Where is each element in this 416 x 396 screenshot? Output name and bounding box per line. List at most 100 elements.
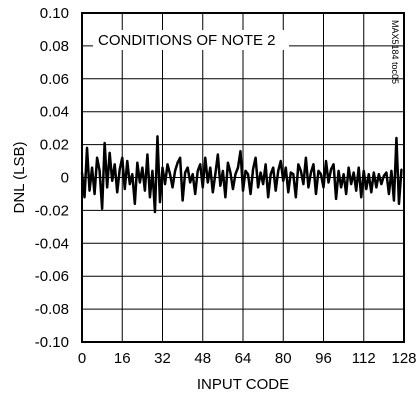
data-point (166, 163, 169, 166)
data-point (138, 181, 141, 184)
data-point (274, 189, 277, 192)
data-point (297, 163, 300, 166)
data-point (247, 173, 249, 176)
data-point (310, 171, 312, 174)
data-point (224, 196, 227, 199)
data-point (88, 189, 91, 192)
x-tick-label: 16 (114, 350, 131, 367)
data-point (264, 163, 267, 166)
x-axis-title: INPUT CODE (197, 376, 289, 393)
data-point (201, 186, 204, 189)
data-point (277, 170, 280, 172)
data-point (211, 191, 214, 194)
x-tick-label: 80 (275, 350, 292, 367)
y-axis-title: DNL (LSB) (11, 142, 28, 214)
data-point (262, 183, 265, 185)
data-point (229, 171, 232, 174)
data-point (242, 189, 244, 192)
y-tick-label: -0.10 (35, 334, 69, 351)
data-point (81, 171, 83, 174)
data-point (312, 163, 315, 166)
data-point (206, 181, 209, 184)
dnl-series-line (80, 135, 403, 214)
data-point (315, 193, 317, 195)
x-tick-label: 48 (194, 350, 211, 367)
data-point (146, 153, 149, 156)
data-point (221, 170, 224, 172)
data-point (332, 163, 335, 166)
data-point (128, 183, 131, 185)
data-point (91, 166, 93, 169)
y-axis-tick-labels: 0.10 0.08 0.06 0.04 0.02 0 -0.02 -0.04 -0.06 -0.0… (35, 5, 69, 351)
data-point (108, 151, 111, 154)
data-point (259, 171, 262, 174)
data-point (86, 146, 88, 149)
data-point (244, 170, 247, 172)
data-point (176, 161, 179, 164)
data-points (81, 135, 403, 213)
data-point (186, 166, 189, 169)
data-point (234, 173, 237, 176)
data-point (347, 166, 350, 169)
y-tick-label: 0.10 (40, 5, 69, 22)
data-point (385, 171, 388, 174)
data-point (116, 191, 119, 194)
data-point (184, 171, 187, 174)
x-axis-tick-labels: 0 16 32 48 64 80 96 112 128 (78, 350, 416, 367)
conditions-annotation: CONDITIONS OF NOTE 2 (98, 32, 276, 49)
data-point (113, 163, 116, 166)
data-point (161, 166, 164, 169)
data-point (284, 166, 287, 169)
data-point (239, 150, 242, 153)
data-point (395, 137, 398, 139)
data-point (118, 168, 121, 171)
data-point (307, 186, 310, 189)
data-point (370, 191, 373, 194)
data-point (377, 173, 380, 176)
data-point (227, 161, 229, 164)
data-point (171, 186, 174, 189)
data-point (282, 179, 285, 182)
x-tick-label: 64 (235, 350, 252, 367)
x-tick-label: 96 (315, 350, 332, 367)
data-point (123, 188, 126, 190)
x-tick-label: 112 (352, 350, 376, 367)
data-point (169, 173, 171, 176)
data-point (151, 170, 154, 172)
data-point (199, 163, 202, 166)
y-tick-label: -0.04 (35, 235, 69, 252)
data-point (232, 188, 234, 190)
data-point (317, 170, 320, 172)
data-point (96, 156, 98, 159)
data-point (393, 199, 395, 202)
data-point (345, 193, 348, 195)
data-point (342, 173, 345, 176)
x-tick-label: 128 (391, 350, 416, 367)
data-point (375, 186, 378, 189)
data-point (304, 156, 307, 159)
data-point (335, 197, 337, 200)
data-point (216, 153, 219, 156)
data-point (141, 166, 144, 169)
data-point (322, 186, 325, 189)
data-point (136, 161, 139, 164)
data-point (372, 171, 375, 174)
data-point (179, 156, 182, 159)
data-point (106, 186, 109, 189)
data-point (269, 173, 272, 176)
data-point (164, 183, 166, 185)
data-point (143, 189, 146, 192)
data-point (204, 156, 207, 159)
y-tick-label: 0 (61, 170, 69, 187)
data-point (219, 184, 222, 187)
data-point (101, 207, 104, 210)
data-point (154, 211, 156, 213)
data-point (252, 168, 254, 171)
data-point (355, 189, 358, 192)
data-point (174, 170, 176, 172)
data-point (181, 199, 184, 202)
data-point (267, 196, 270, 199)
data-point (272, 166, 275, 169)
data-point (191, 173, 194, 176)
